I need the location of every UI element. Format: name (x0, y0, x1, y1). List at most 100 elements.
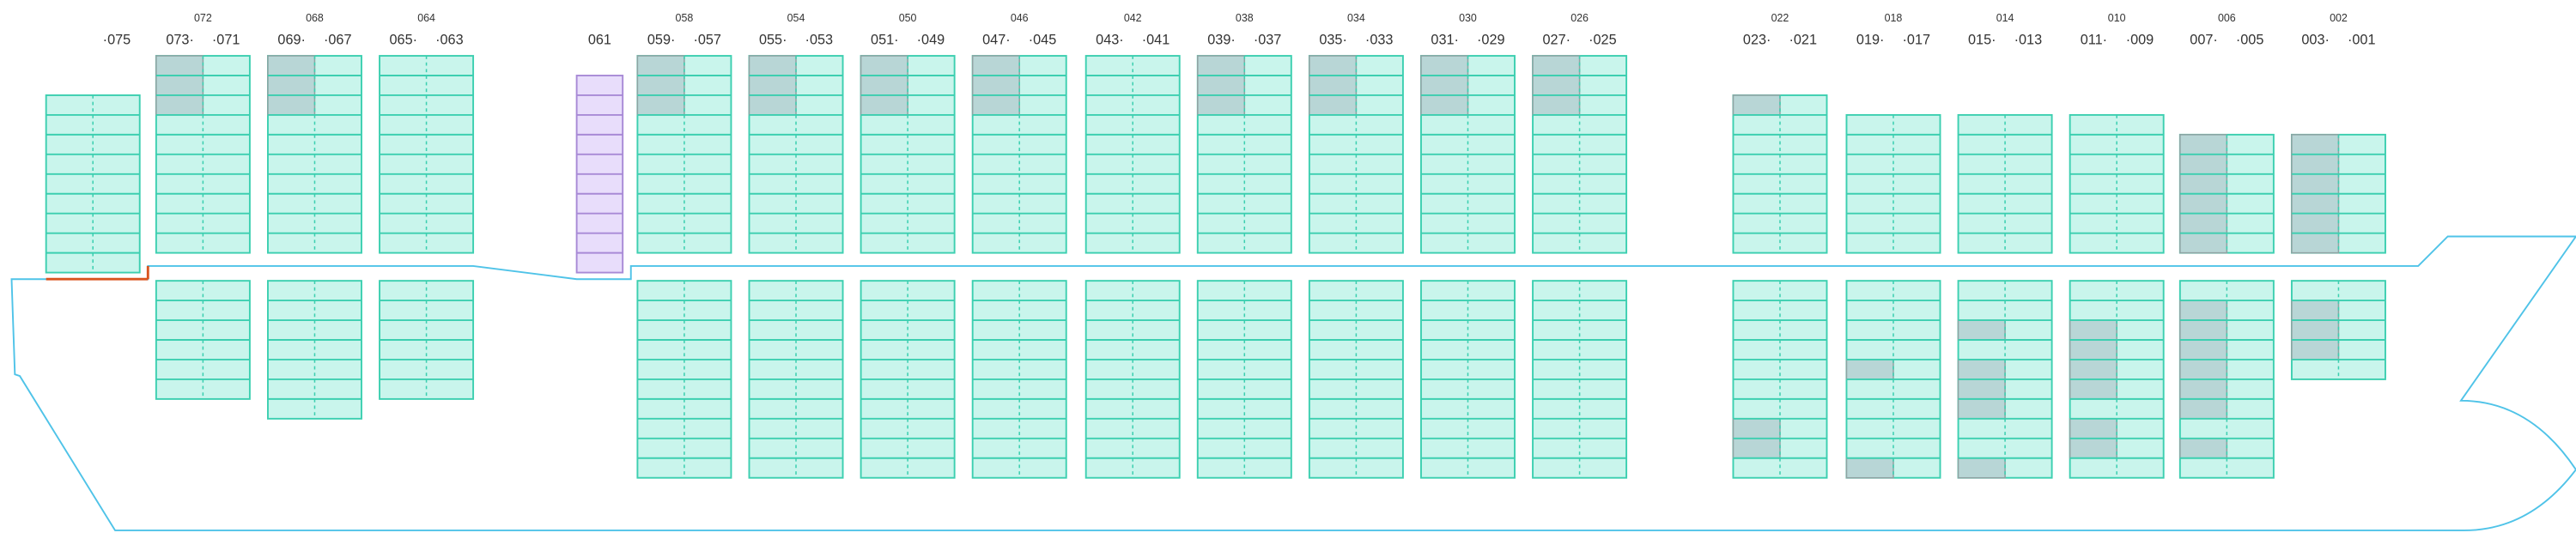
bay-label: ·017 (1903, 33, 1931, 48)
bay-label: 003· (2301, 33, 2330, 48)
bay-label: ·033 (1365, 33, 1394, 48)
bay-label: 027· (1543, 33, 1571, 48)
occupied-slot (748, 55, 797, 76)
bay-label: ·063 (435, 33, 464, 48)
occupied-slot (1420, 75, 1469, 96)
occupied-slot (1732, 418, 1781, 439)
bay-label: 055· (759, 33, 787, 48)
occupied-slot (636, 94, 685, 116)
occupied-slot (1845, 359, 1894, 380)
occupied-slot (2291, 134, 2340, 155)
occupied-slot (2179, 232, 2228, 254)
bay-label: ·067 (324, 33, 352, 48)
bay-label: 046 (1011, 12, 1029, 24)
occupied-slot (2069, 359, 2117, 380)
bay-label: 068 (306, 12, 324, 24)
bay-label: 051· (871, 33, 899, 48)
bay-label: ·075 (103, 33, 131, 48)
bay-label: 002 (2330, 12, 2348, 24)
occupied-slot (2179, 192, 2228, 215)
occupied-slot (155, 94, 204, 116)
occupied-slot (860, 94, 908, 116)
bay-label: ·009 (2126, 33, 2154, 48)
occupied-slot (2291, 339, 2340, 360)
bay-label: ·045 (1029, 33, 1057, 48)
occupied-slot (1957, 457, 2006, 479)
bay-label: ·053 (805, 33, 834, 48)
hull (10, 235, 2576, 531)
occupied-slot (267, 75, 316, 96)
occupied-slot (2069, 339, 2117, 360)
occupied-slot (2291, 154, 2340, 175)
occupied-slot (1957, 379, 2006, 400)
occupied-slot (2069, 418, 2117, 439)
bay-label: 039· (1207, 33, 1236, 48)
bay-label: ·057 (693, 33, 721, 48)
occupied-slot (1532, 75, 1581, 96)
bay-label: 018 (1885, 12, 1903, 24)
bay-label: 038 (1236, 12, 1254, 24)
occupied-slot (2179, 212, 2228, 234)
occupied-slot (1732, 94, 1781, 116)
occupied-slot (2179, 134, 2228, 155)
occupied-slot (155, 55, 204, 76)
bay-label: 015· (1968, 33, 1996, 48)
occupied-slot (971, 94, 1020, 116)
bay-label: 058 (676, 12, 694, 24)
bay-label: 035· (1319, 33, 1347, 48)
occupied-slot (1197, 55, 1246, 76)
occupied-slot (2179, 438, 2228, 459)
occupied-slot (2179, 359, 2228, 380)
occupied-slot (636, 55, 685, 76)
occupied-slot (1845, 457, 1894, 479)
occupied-slot (1197, 94, 1246, 116)
bay-label: 050 (899, 12, 917, 24)
bay-label: 023· (1743, 33, 1771, 48)
occupied-slot (2291, 300, 2340, 321)
occupied-slot (860, 55, 908, 76)
bay-label: 019· (1856, 33, 1885, 48)
occupied-slot (2069, 319, 2117, 341)
occupied-slot (2179, 339, 2228, 360)
occupied-slot (636, 75, 685, 96)
bay-label: ·001 (2348, 33, 2376, 48)
occupied-slot (1197, 75, 1246, 96)
occupied-slot (2291, 319, 2340, 341)
occupied-slot (2069, 438, 2117, 459)
occupied-slot (1732, 438, 1781, 459)
bay-label: 030 (1459, 12, 1477, 24)
bay-label: 064 (417, 12, 435, 24)
bay-label: ·005 (2236, 33, 2264, 48)
occupied-slot (2179, 300, 2228, 321)
occupied-slot (1420, 94, 1469, 116)
occupied-slot (2179, 319, 2228, 341)
bay-label: 047· (982, 33, 1011, 48)
occupied-slot (2291, 212, 2340, 234)
bay-label: ·049 (917, 33, 945, 48)
occupied-slot (860, 75, 908, 96)
bay-label: ·037 (1254, 33, 1282, 48)
occupied-slot (1532, 55, 1581, 76)
bay-label: ·021 (1789, 33, 1817, 48)
occupied-slot (748, 94, 797, 116)
bay-label: 007· (2190, 33, 2218, 48)
bay-label: 010 (2108, 12, 2126, 24)
occupied-slot (2291, 173, 2340, 195)
occupied-slot (267, 55, 316, 76)
bay-label: ·071 (212, 33, 240, 48)
bay-label: 073· (166, 33, 194, 48)
bay-label: ·041 (1142, 33, 1170, 48)
occupied-slot (1957, 359, 2006, 380)
occupied-slot (1309, 94, 1358, 116)
bay-label: 022 (1771, 12, 1789, 24)
occupied-slot (1309, 75, 1358, 96)
occupied-slot (1532, 94, 1581, 116)
bay-label: 042 (1124, 12, 1142, 24)
bay-label: 043· (1096, 33, 1124, 48)
bay-label: ·025 (1589, 33, 1617, 48)
occupied-slot (1420, 55, 1469, 76)
occupied-slot (1957, 319, 2006, 341)
occupied-slot (267, 94, 316, 116)
